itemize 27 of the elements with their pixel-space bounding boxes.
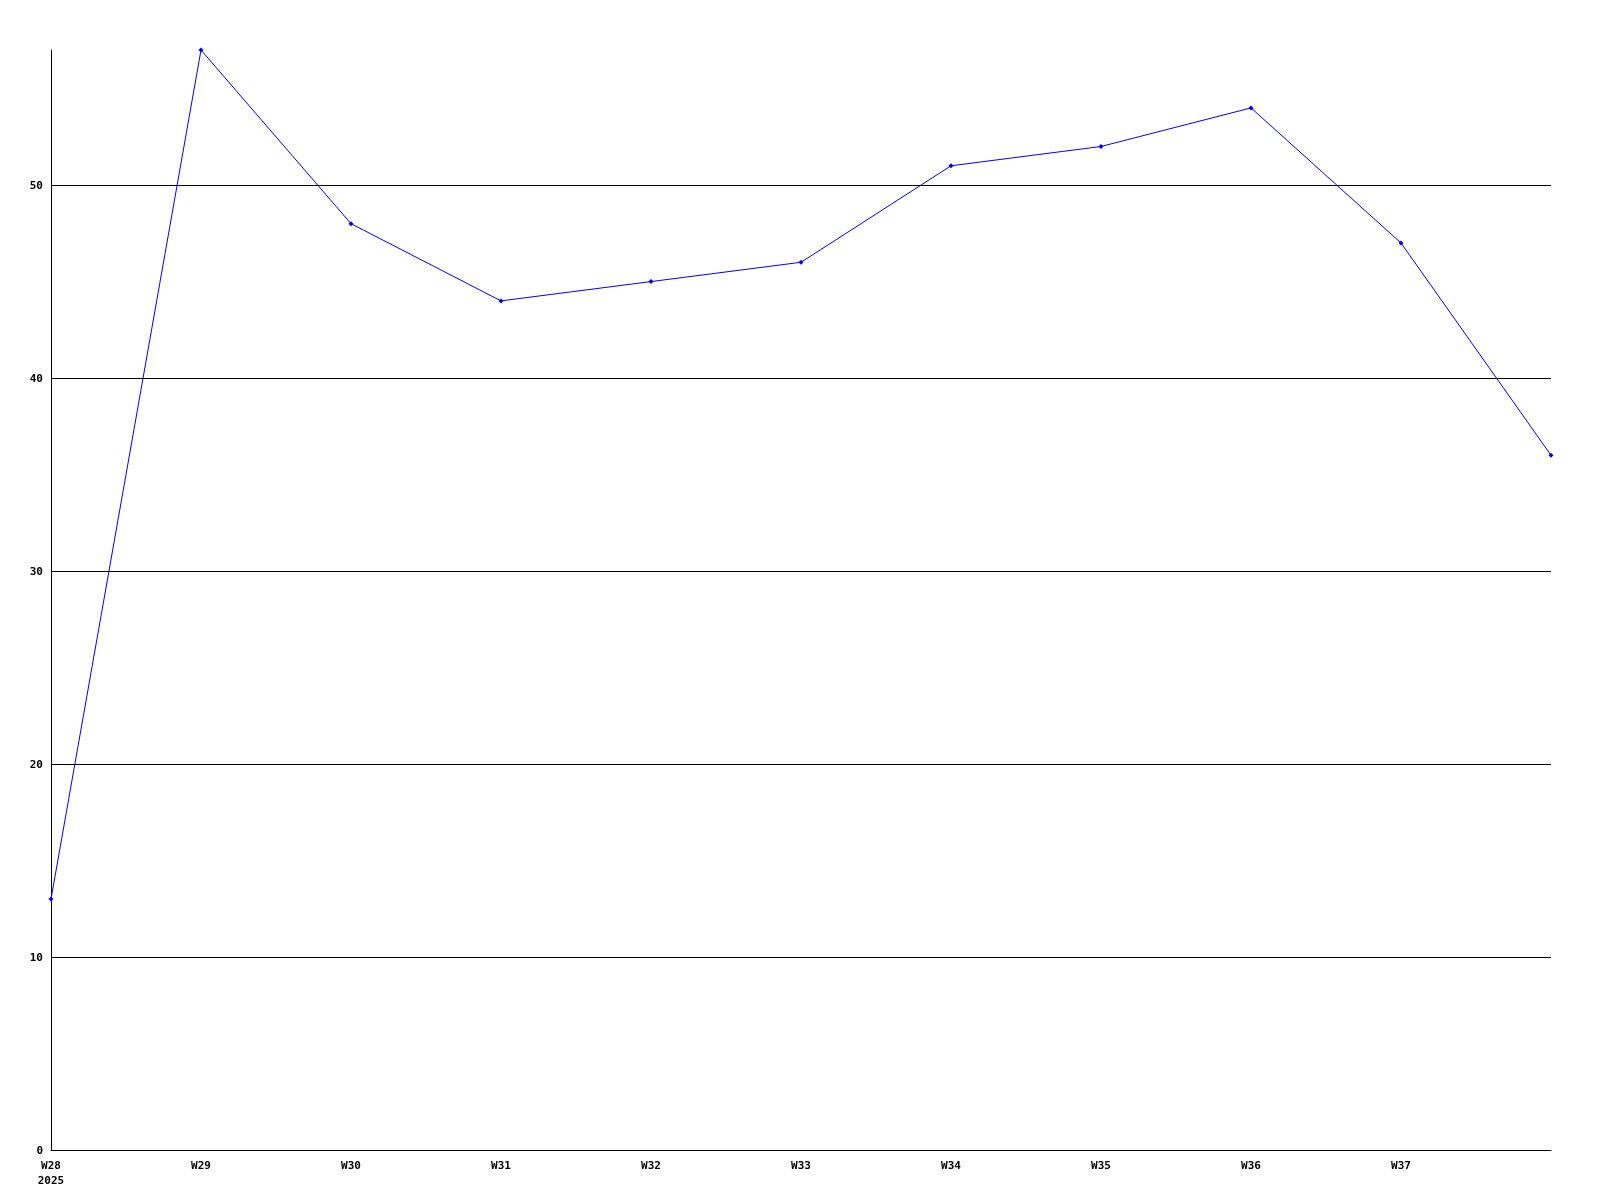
point	[48, 896, 54, 902]
y-tick-label: 20	[29, 757, 43, 771]
y-tick-label: 50	[29, 178, 43, 192]
y-tick-label: 10	[29, 950, 43, 964]
x-tick-label: W32	[641, 1159, 661, 1172]
point	[1098, 143, 1104, 149]
point	[1398, 240, 1404, 246]
point	[948, 163, 954, 169]
x-tick-label: W36	[1241, 1159, 1262, 1172]
point	[648, 279, 654, 285]
y-tick-label: 30	[29, 564, 43, 578]
point	[198, 47, 204, 53]
x-tick-label: W34	[941, 1159, 962, 1172]
point	[1248, 105, 1254, 111]
x-tick-label: W31	[491, 1159, 512, 1172]
x-tick-label: W29	[191, 1159, 211, 1172]
point	[498, 298, 504, 304]
point	[348, 221, 354, 227]
y-tick-label: 40	[29, 371, 43, 385]
point	[1548, 452, 1554, 458]
y-tick-label: 0	[36, 1143, 43, 1157]
x-tick-label: W33	[791, 1159, 811, 1172]
x-tick-label: W30	[341, 1159, 361, 1172]
point	[798, 259, 804, 265]
x-tick-label: W37	[1391, 1159, 1411, 1172]
x-tick-label: W35	[1091, 1159, 1111, 1172]
x-tick-label: W28 2025	[37, 1159, 65, 1187]
